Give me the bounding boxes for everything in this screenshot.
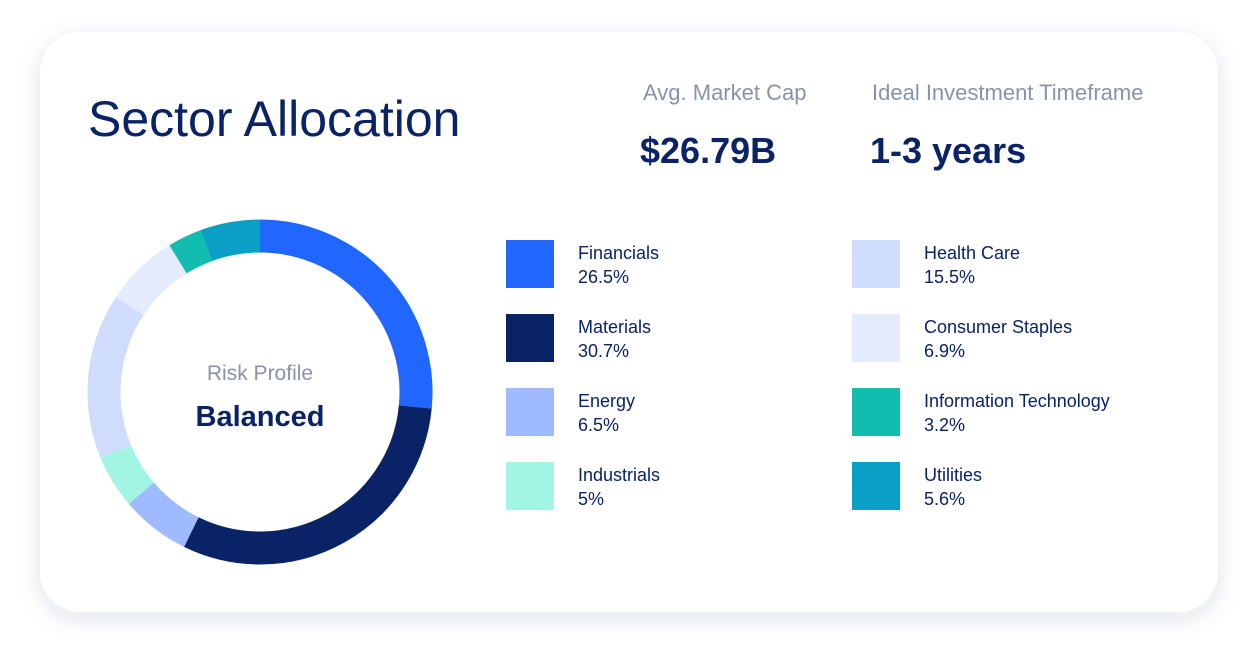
stat-label: Ideal Investment Timeframe	[872, 80, 1143, 105]
donut-segment	[100, 444, 155, 504]
legend-swatch	[852, 314, 900, 362]
legend-label: Information Technology	[924, 391, 1110, 411]
donut-segment	[128, 482, 199, 547]
legend-swatch	[506, 240, 554, 288]
legend-value: 26.5%	[578, 267, 629, 287]
donut-segment	[200, 219, 261, 262]
legend-label: Health Care	[924, 243, 1020, 263]
center-label: Risk Profile	[207, 362, 313, 385]
chart-title: Sector Allocation	[88, 91, 460, 147]
donut-segment	[259, 219, 433, 409]
card	[40, 32, 1218, 612]
legend-value: 6.5%	[578, 415, 619, 435]
stat-value: 1-3 years	[870, 130, 1026, 171]
donut-segment	[184, 405, 432, 565]
legend-value: 5%	[578, 489, 604, 509]
legend-swatch	[506, 314, 554, 362]
stat-value: $26.79B	[640, 130, 776, 171]
donut-segment	[87, 296, 144, 458]
legend-value: 30.7%	[578, 341, 629, 361]
legend-label: Materials	[578, 317, 651, 337]
legend-label: Utilities	[924, 465, 982, 485]
legend-value: 3.2%	[924, 415, 965, 435]
stat-label: Avg. Market Cap	[643, 80, 806, 105]
legend-swatch	[852, 388, 900, 436]
legend-label: Financials	[578, 243, 659, 263]
legend-swatch	[852, 240, 900, 288]
legend-value: 6.9%	[924, 341, 965, 361]
donut-segment	[116, 245, 188, 316]
legend-swatch	[506, 388, 554, 436]
legend-label: Industrials	[578, 465, 660, 485]
legend-value: 5.6%	[924, 489, 965, 509]
legend-value: 15.5%	[924, 267, 975, 287]
legend-label: Energy	[578, 391, 635, 411]
legend-label: Consumer Staples	[924, 317, 1072, 337]
center-value: Balanced	[196, 401, 325, 433]
legend-swatch	[506, 462, 554, 510]
legend-swatch	[852, 462, 900, 510]
donut-segment	[169, 230, 213, 274]
